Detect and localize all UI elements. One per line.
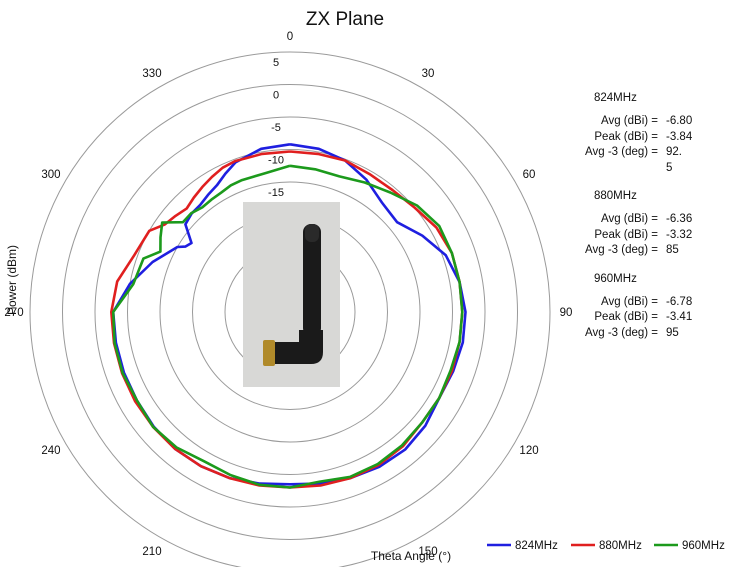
stat-value: -3.32 <box>666 228 693 241</box>
stat-label: Avg -3 (deg) = <box>585 146 658 158</box>
stat-row: Avg -3 (deg) = 92.5 <box>562 145 727 176</box>
angle-tick-label: 240 <box>41 445 60 457</box>
stat-title: 824MHz <box>594 92 637 104</box>
legend-label: 824MHz <box>515 540 558 552</box>
stat-row: Peak (dBi) = -3.32 <box>562 228 727 244</box>
radial-tick-label: -15 <box>268 187 284 199</box>
stat-title: 880MHz <box>594 190 637 202</box>
antenna-whip <box>303 224 321 336</box>
stat-label: Peak (dBi) = <box>594 311 658 323</box>
angle-tick-label: 150 <box>418 546 437 558</box>
angle-tick-label: 120 <box>519 445 538 457</box>
y-axis-label: Power (dBm) <box>5 245 19 315</box>
stats-panel: 824MHz Avg (dBi) = -6.80 Peak (dBi) = -3… <box>562 92 727 355</box>
stat-label: Peak (dBi) = <box>594 130 658 143</box>
angle-tick-label: 300 <box>41 169 60 181</box>
grid-ring <box>94 116 486 508</box>
stat-value: -6.36 <box>666 213 693 225</box>
stat-title: 960MHz <box>594 272 637 285</box>
legend: 824MHz 880MHz 960MHz <box>487 540 725 552</box>
stat-label: Peak (dBi) = <box>594 228 658 241</box>
stat-row: Avg (dBi) = -6.80 <box>562 114 727 130</box>
angle-tick-label: 270 <box>4 307 23 319</box>
label-group: 50-5-10-15030609012015018021024027030033… <box>4 31 573 558</box>
series-group <box>110 143 467 489</box>
stat-row: Avg (dBi) = -6.36 <box>562 212 727 228</box>
radial-tick-label: 5 <box>273 57 279 69</box>
radial-tick-label: -5 <box>271 122 281 134</box>
stat-label: Avg -3 (deg) = <box>585 244 658 256</box>
radial-tick-label: -10 <box>268 155 284 167</box>
angle-tick-label: 210 <box>142 546 161 558</box>
angle-tick-label: 330 <box>142 68 161 80</box>
chart-title: ZX Plane <box>306 9 384 30</box>
stat-row: Avg (dBi) = -6.78 <box>562 295 727 311</box>
grid-ring <box>29 51 551 567</box>
polar-grid <box>29 51 551 567</box>
stat-value: -6.78 <box>666 295 693 308</box>
stat-value: -6.80 <box>666 115 693 127</box>
stat-row: Avg -3 (deg) = 95 <box>562 326 727 342</box>
radial-tick-label: 0 <box>273 90 279 102</box>
antenna-tip <box>305 224 319 242</box>
stat-label: Avg (dBi) = <box>601 213 658 225</box>
stat-value: -3.41 <box>666 311 693 323</box>
stat-label: Avg (dBi) = <box>601 115 658 127</box>
angle-tick-label: 0 <box>287 31 293 43</box>
stat-row: Avg -3 (deg) = 85 <box>562 243 727 259</box>
grid-ring <box>62 84 518 540</box>
antenna-elbow <box>273 330 323 364</box>
x-axis-label: Theta Angle (°) <box>371 549 451 563</box>
stat-block-960: 960MHz Avg (dBi) = -6.78 Peak (dBi) = -3… <box>562 273 727 342</box>
stat-block-824: 824MHz Avg (dBi) = -6.80 Peak (dBi) = -3… <box>562 92 727 176</box>
stat-block-880: 880MHz Avg (dBi) = -6.36 Peak (dBi) = -3… <box>562 190 727 259</box>
stat-value: 85 <box>666 244 679 256</box>
angle-tick-label: 90 <box>560 307 573 319</box>
angle-tick-label: 30 <box>422 68 435 80</box>
stat-value: 95 <box>666 326 679 339</box>
stat-value: 92.5 <box>666 146 682 174</box>
grid-ring <box>159 181 421 443</box>
angle-tick-label: 60 <box>523 169 536 181</box>
antenna-photo-icon <box>243 202 340 387</box>
stat-row: Peak (dBi) = -3.84 <box>562 130 727 146</box>
legend-label: 960MHz <box>682 540 725 552</box>
antenna-connector <box>263 340 275 366</box>
stat-label: Avg -3 (deg) = <box>585 326 658 339</box>
stat-row: Peak (dBi) = -3.41 <box>562 310 727 326</box>
grid-ring <box>127 149 453 475</box>
legend-label: 880MHz <box>599 540 642 552</box>
stat-label: Avg (dBi) = <box>601 295 658 308</box>
stat-value: -3.84 <box>666 130 693 143</box>
series-line-960MHz <box>111 164 464 489</box>
